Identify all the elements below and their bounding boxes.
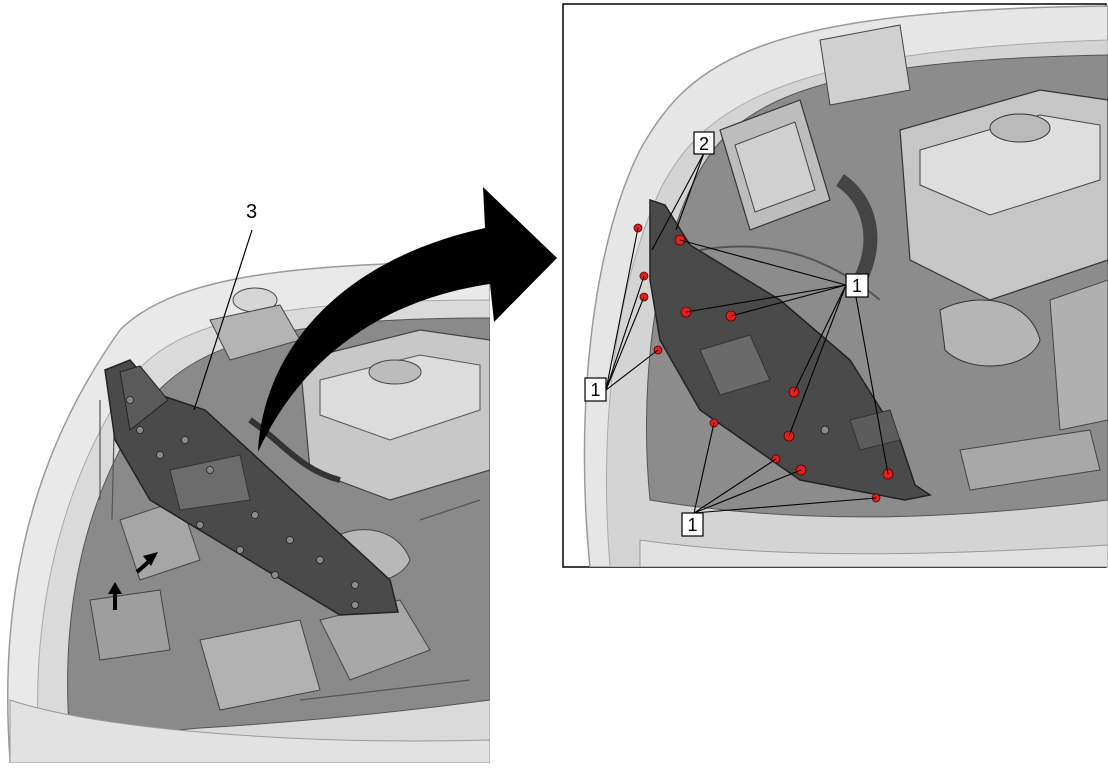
svg-text:1: 1 [687,515,697,535]
arrow-icon [135,552,158,574]
callout-1-upper: 1 [845,273,869,298]
svg-text:1: 1 [852,276,862,296]
leader-lines [605,152,889,514]
overview-view [6,261,490,763]
callout-3: 3 [246,201,257,223]
callout-1-bottom: 1 [681,512,704,537]
callout-2: 2 [693,131,715,155]
curved-arrow-icon [258,187,557,452]
callout-1-left: 1 [584,377,607,402]
svg-text:1: 1 [590,380,600,400]
arrow-icon [108,582,122,610]
svg-text:2: 2 [699,134,709,154]
